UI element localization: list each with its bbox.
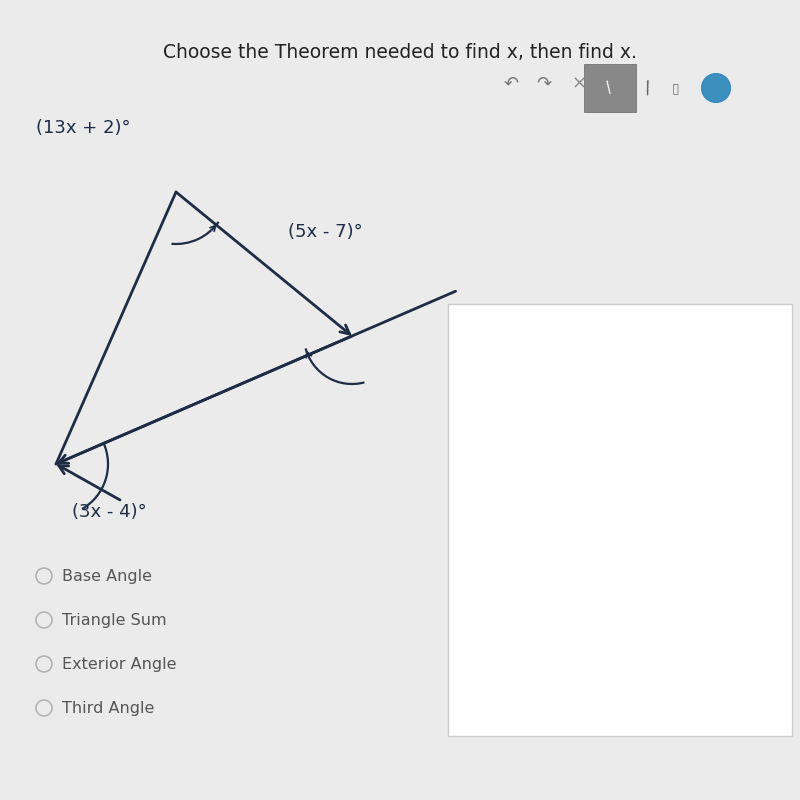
Text: Triangle Sum: Triangle Sum (62, 613, 166, 627)
Text: Exterior Angle: Exterior Angle (62, 657, 176, 671)
FancyBboxPatch shape (584, 64, 636, 112)
Text: (5x - 7)°: (5x - 7)° (288, 223, 362, 241)
Text: Base Angle: Base Angle (62, 569, 152, 583)
Text: /: / (643, 78, 653, 98)
Text: /: / (604, 80, 615, 96)
Text: (3x - 4)°: (3x - 4)° (72, 503, 146, 521)
Text: Third Angle: Third Angle (62, 701, 154, 715)
Text: ×: × (572, 75, 587, 93)
Text: ↶: ↶ (504, 75, 519, 93)
Text: ▯: ▯ (672, 81, 680, 95)
Text: ↷: ↷ (536, 75, 551, 93)
FancyBboxPatch shape (448, 304, 792, 736)
Text: Choose the Theorem needed to find x, then find x.: Choose the Theorem needed to find x, the… (163, 42, 637, 62)
Text: (13x + 2)°: (13x + 2)° (36, 119, 130, 137)
Circle shape (702, 74, 730, 102)
